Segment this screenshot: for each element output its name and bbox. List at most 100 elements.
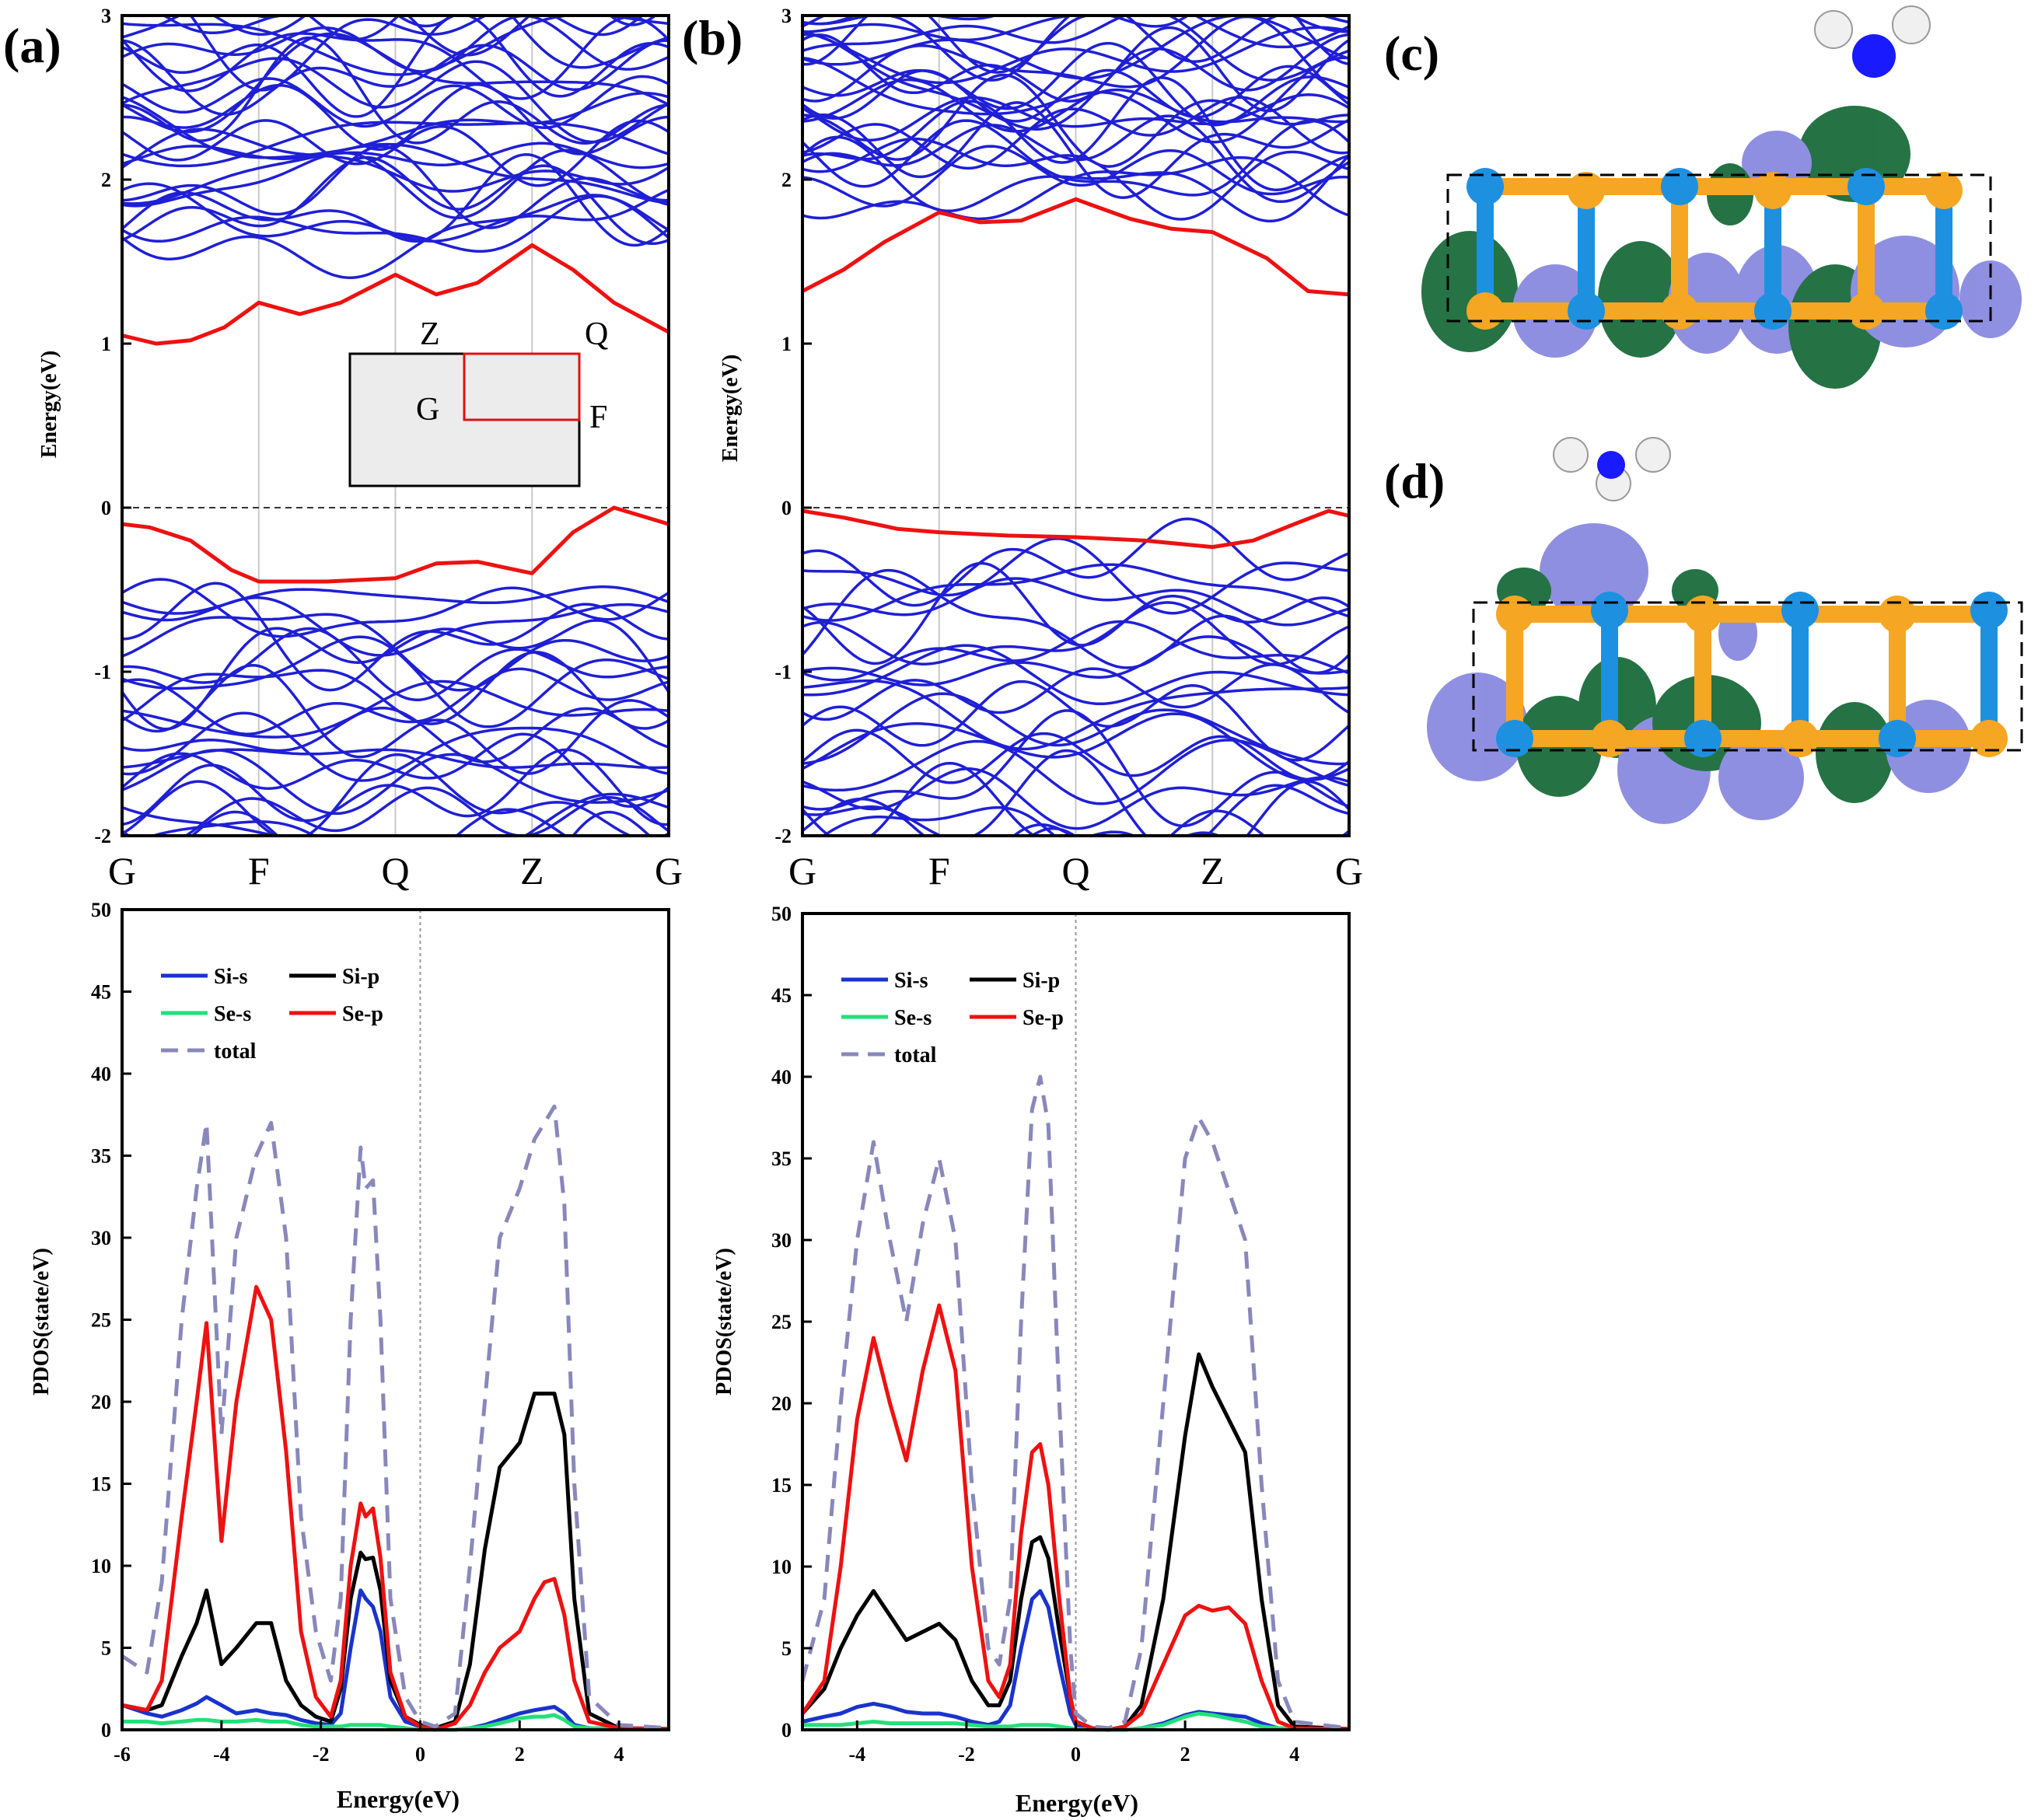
n-atom [1597,451,1625,479]
y-tick-label: 50 [771,903,792,925]
legend-label: total [894,1043,937,1067]
si-atom [1925,292,1963,330]
si-atom [1781,592,1819,629]
band-line [802,635,1349,686]
band-line [802,41,1349,127]
y-tick-label: 0 [101,1719,111,1741]
band-line [122,16,669,69]
se-atom [1754,172,1792,209]
band-structure-a: (a) Energy(eV) -2 -1 0 1 2 3 G F Q Z G Z Q G F [3,5,683,893]
nh3-molecule-c [1814,5,1931,78]
si-atom [1466,168,1504,205]
band-line [802,16,1349,80]
band-line [802,93,1349,142]
legend-pdos-b: Si-s Si-p Se-s Se-p total [841,969,1064,1067]
frame-b [801,14,1351,837]
band-line [802,620,1349,682]
bz-label-q: Q [585,316,608,352]
y-tick-label: 1 [101,333,111,355]
band-line [122,119,669,187]
band-line [122,182,669,243]
band-line [122,57,669,144]
si-atom [1568,292,1605,330]
band-line [122,148,669,220]
orbital-lobe-purple [1427,672,1528,781]
band-line [122,128,669,193]
y-tick-label: 3 [781,5,792,27]
nh3-molecule-d [1553,437,1671,501]
band-line [802,537,1349,615]
band-line [802,797,1349,836]
orbital-lobe-green [1816,702,1893,803]
bz-label-z: Z [420,316,440,352]
kpoint-label: Q [1061,849,1089,893]
se-atom [1496,596,1533,633]
y-tick-label: 1 [781,333,792,355]
frame-pdos-b [801,912,1351,1731]
structure-c: (c) [1384,5,2022,389]
band-line [122,753,669,836]
si-atom [1754,292,1792,330]
se-atom [1879,596,1916,633]
band-line [802,709,1349,827]
x-tick-label: -4 [848,1743,865,1766]
y-tick-label: 30 [771,1229,792,1252]
x-axis-label-pdos-a: Energy(eV) [337,1785,460,1813]
si-atom [1684,720,1722,757]
x-tick-label: -4 [213,1743,230,1766]
kpoint-label: F [928,849,950,893]
y-tick-label: 15 [91,1473,111,1496]
ticks-pdos-b: 0 5 10 15 20 25 30 35 40 45 50 -4 -2 0 2 4 [771,903,1299,1766]
band-line [802,712,1349,781]
band-line [802,56,1349,144]
highlight-band [121,243,670,346]
orbital-lobe-green [1598,241,1683,358]
band-line [802,767,1349,830]
si-atom [1661,168,1698,205]
si-atom [1591,592,1628,629]
band-line [122,16,669,76]
band-line [189,16,645,92]
legend-label: Si-p [342,965,379,989]
kpoint-label: Q [381,849,409,893]
y-tick-label: -1 [774,661,792,683]
band-line [122,36,669,145]
y-tick-label: 2 [781,169,792,191]
kpoint-label: Z [1201,849,1225,893]
background-bands-b [802,0,1349,836]
band-line [162,16,355,34]
band-line [802,663,1349,721]
plot-frame [801,14,1351,837]
legend-label: Si-s [214,965,248,989]
se-atom [1591,720,1628,757]
band-line [802,577,1349,627]
kpoint-label: G [788,849,816,893]
x-tick-label: -6 [114,1743,131,1766]
pdos-series-si-s [121,1588,669,1732]
se-atom [1568,172,1605,209]
ticks-pdos-a: 0 5 10 15 20 25 30 35 40 45 50 -6 -4 -2 0 2 4 [91,899,624,1766]
kpoint-label: G [108,849,136,893]
band-line [122,582,669,692]
pdos-series-se-p [800,1303,1350,1732]
highlight-bands-a [121,243,670,584]
x-tick-label: 2 [1180,1743,1190,1766]
y-tick-label: 20 [91,1391,111,1413]
h-atom [1553,437,1589,473]
band-line [802,601,1349,666]
unit-cell-box [1446,173,1992,323]
y-tick-label: 35 [771,1148,792,1170]
legend-label: Si-s [894,969,928,993]
band-line [802,2,1349,7]
pdos-b: PDOS(state/eV) Energy(eV) 05101520253035… [712,903,1351,1817]
y-tick-label: -2 [94,825,111,847]
pdos-series-se-p [121,1284,669,1732]
band-line [802,0,1349,3]
plot-frame [801,912,1351,1731]
orbital-lobe-green [1421,231,1518,352]
y-tick-label: 45 [91,981,111,1004]
si-atom [1879,720,1916,757]
h-atom [1814,10,1853,49]
frame-pdos-a [121,908,670,1731]
